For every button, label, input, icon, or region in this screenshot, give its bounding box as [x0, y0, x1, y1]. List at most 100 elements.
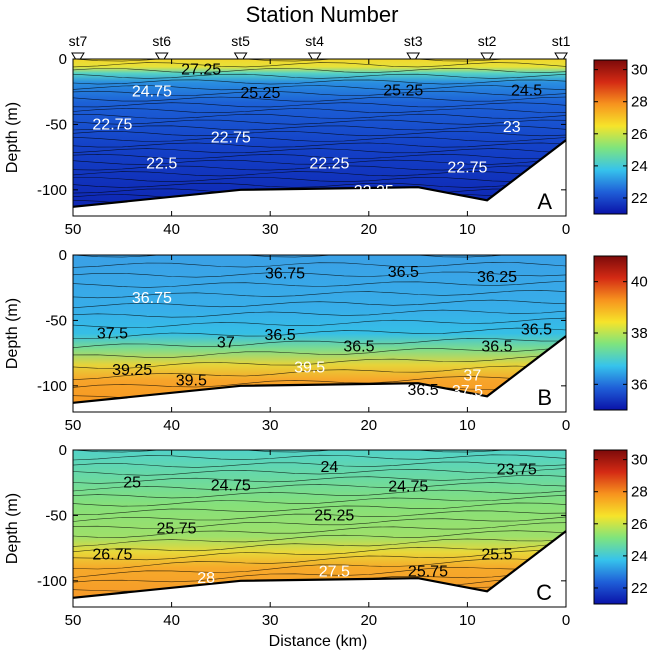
seafloor-mask	[73, 336, 566, 412]
colorbar-tick-label: 22	[631, 190, 648, 207]
contour-label: 28	[197, 570, 215, 587]
contour-label: 25.75	[157, 521, 197, 538]
contour-label: 25.25	[383, 82, 423, 99]
colorbar-tick-label: 28	[631, 94, 648, 111]
y-tick-label: -100	[37, 573, 67, 590]
y-tick-label: 0	[59, 442, 67, 459]
x-tick-label: 0	[562, 612, 570, 629]
contour-label: 37	[463, 367, 481, 384]
axes-frame	[72, 449, 567, 608]
x-tick-label: 50	[65, 612, 82, 629]
colorbar-tick-label: 26	[631, 126, 648, 143]
y-axis-label: Depth (m)	[4, 298, 21, 369]
y-tick-label: 0	[59, 51, 67, 68]
station-label: st2	[478, 33, 497, 49]
colorbar-A: 22 24 26 28 30	[593, 59, 648, 215]
contour-label: 22.25	[309, 156, 349, 173]
colorbar-tick-label: 26	[631, 516, 648, 533]
station-st2: st2	[478, 33, 497, 64]
panel-A: 50 40 30 20 10 0 0 -50 -100 Depth (m) 27.25 24.75 25…	[4, 51, 648, 238]
contour-label: 22.75	[447, 160, 487, 177]
station-st7: st7	[69, 33, 88, 64]
contour-label: 23.75	[497, 462, 537, 479]
x-tick-label: 10	[459, 417, 476, 434]
contour-label: 22.5	[146, 156, 177, 173]
colorbar-tick-label: 30	[631, 452, 648, 469]
seafloor-line	[72, 335, 567, 404]
x-tick-label: 30	[262, 221, 279, 238]
contour-label: 25	[123, 475, 141, 492]
colorbar-tick-label: 30	[631, 62, 648, 79]
contour-label: 24.75	[388, 479, 428, 496]
panel-B: 50 40 30 20 10 0 0 -50 -100 Depth (m) 36.75 36.5 36.…	[4, 247, 648, 434]
x-tick-label: 50	[65, 417, 82, 434]
x-tick-label: 40	[163, 417, 180, 434]
x-tick-label: 0	[562, 221, 570, 238]
figure-title: Station Number	[246, 2, 399, 27]
contour-label: 36.5	[481, 339, 512, 356]
contour-label: 36.25	[477, 269, 517, 286]
colorbar-tick-label: 24	[631, 548, 648, 565]
x-tick-label: 0	[562, 417, 570, 434]
contour-label: 36.75	[265, 265, 305, 282]
x-tick-label: 20	[360, 612, 377, 629]
station-markers: st7 st6 st5 st4 st3 st2 st1	[69, 33, 571, 64]
contour-label: 39.5	[176, 373, 207, 390]
x-axis-label: Distance (km)	[269, 633, 368, 650]
station-label: st7	[69, 33, 88, 49]
contour-label: 23	[503, 119, 521, 136]
contour-label: 39.25	[112, 362, 152, 379]
contour-label: 22.75	[92, 116, 132, 133]
contour-label: 25.25	[240, 85, 280, 102]
colorbar-tick-label: 24	[631, 158, 648, 175]
station-st6: st6	[152, 33, 171, 64]
contour-label: 27.5	[319, 564, 350, 581]
contour-label: 37	[217, 335, 235, 352]
colorbar-tick-label: 40	[631, 274, 648, 291]
contour-label: 22.75	[211, 130, 251, 147]
contour-label: 26.75	[92, 547, 132, 564]
station-label: st4	[305, 33, 324, 49]
x-tick-label: 40	[163, 612, 180, 629]
panel-letter: C	[536, 580, 552, 605]
x-tick-label: 30	[262, 612, 279, 629]
contour-label: 25.75	[408, 564, 448, 581]
seafloor-mask	[73, 531, 566, 607]
station-st3: st3	[404, 33, 423, 64]
colorbar-tick-label: 22	[631, 580, 648, 597]
seafloor-line	[72, 139, 567, 208]
contour-label: 36.5	[521, 322, 552, 339]
x-tick-label: 50	[65, 221, 82, 238]
axes-frame	[72, 254, 567, 413]
contour-label: 39.5	[294, 360, 325, 377]
colorbar-B: 36 38 40	[593, 255, 648, 411]
contour-label: 37.5	[97, 326, 128, 343]
contour-label: 22.25	[354, 183, 394, 200]
colorbar-tick-label: 28	[631, 484, 648, 501]
contour-label: 36.5	[407, 382, 438, 399]
y-axis-label: Depth (m)	[4, 102, 21, 173]
x-tick-label: 20	[360, 221, 377, 238]
axes-frame	[72, 58, 567, 217]
y-tick-label: -50	[45, 312, 67, 329]
station-label: st3	[404, 33, 423, 49]
y-tick-label: 0	[59, 247, 67, 264]
x-tick-label: 30	[262, 417, 279, 434]
panel-letter: A	[537, 189, 552, 214]
y-tick-label: -50	[45, 116, 67, 133]
contour-label: 25.25	[314, 507, 354, 524]
colorbar-tick-label: 38	[631, 325, 648, 342]
y-axis-label: Depth (m)	[4, 493, 21, 564]
station-label: st1	[552, 33, 571, 49]
seafloor-line	[72, 530, 567, 599]
station-st5: st5	[231, 33, 250, 64]
colorbar-tick-label: 36	[631, 376, 648, 393]
contour-label: 25.5	[481, 547, 512, 564]
contour-label: 24	[320, 459, 338, 476]
x-tick-label: 10	[459, 612, 476, 629]
contour-label: 36.5	[343, 339, 374, 356]
x-tick-label: 20	[360, 417, 377, 434]
station-label: st6	[152, 33, 171, 49]
contour-label: 36.5	[264, 327, 295, 344]
